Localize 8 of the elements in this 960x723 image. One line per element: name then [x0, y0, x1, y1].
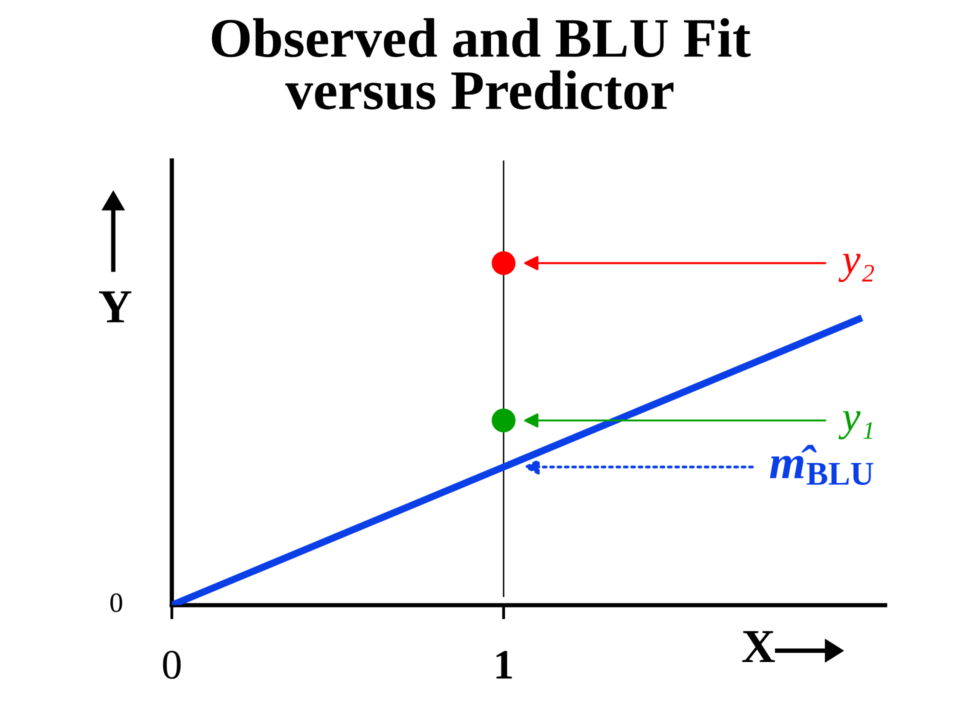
x-tick-label: 1: [496, 651, 512, 679]
annotation: m̂$_{BLU}$: [770, 444, 874, 485]
annotation: y₁: [838, 411, 872, 440]
annotation: y₂: [838, 254, 874, 282]
chart-title: Observed and BLU Fit versus Predictor: [212, 18, 751, 110]
x-axis-title: X: [742, 631, 775, 662]
annotation: 0: [110, 593, 122, 612]
y-axis-title: Y: [98, 291, 132, 322]
